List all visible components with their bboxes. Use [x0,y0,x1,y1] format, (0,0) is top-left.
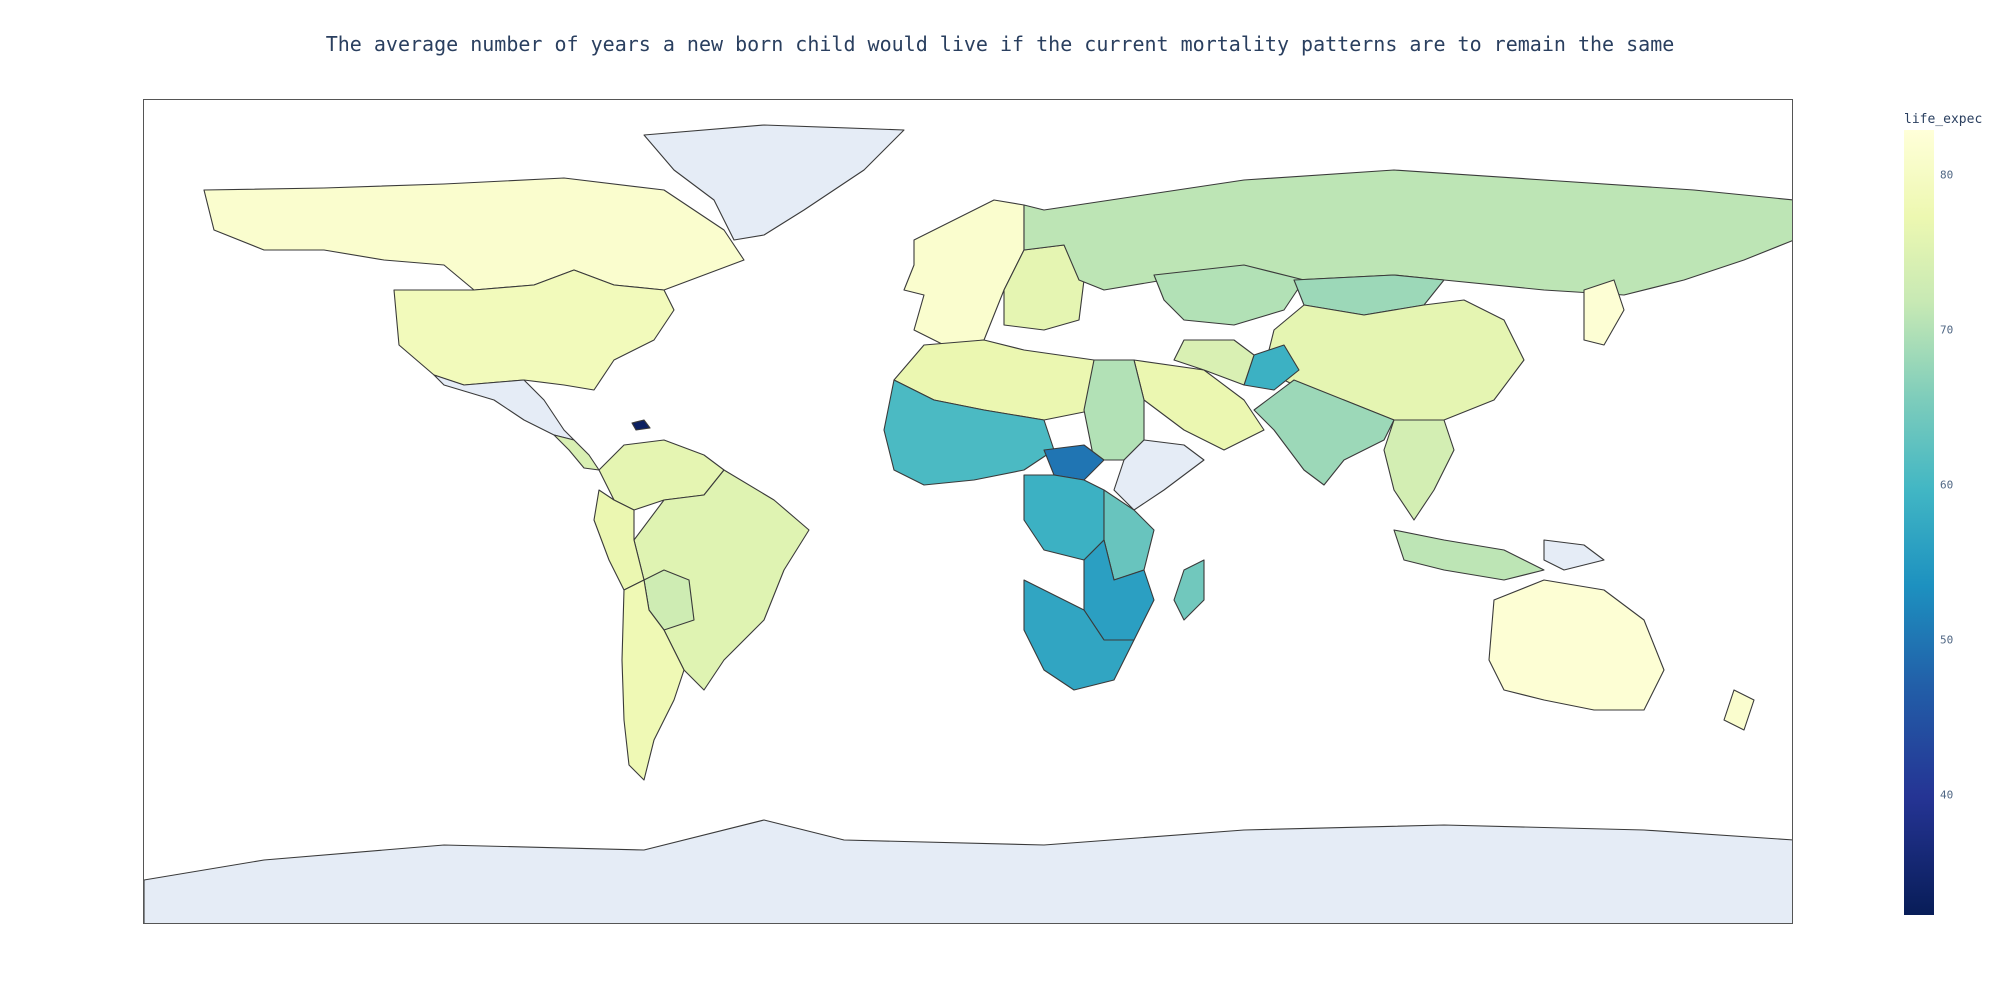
region-central-america[interactable] [553,434,600,471]
colorbar-tick-70: 70 [1940,323,1954,337]
colorbar-title: life_expec [1904,112,1983,127]
region-india[interactable] [1253,379,1395,486]
region-egypt-sudan[interactable] [1083,359,1145,461]
region-new-zealand[interactable] [1723,689,1755,731]
region-antarctica[interactable] [144,819,1793,924]
colorbar-tick-40: 40 [1940,788,1954,802]
region-kazakhstan[interactable] [1153,264,1305,326]
colorbar [1904,130,1934,915]
region-southern-africa[interactable] [1023,579,1135,691]
region-canada[interactable] [203,177,745,291]
choropleth-svg [144,124,1793,924]
world-map[interactable] [143,99,1793,924]
colorbar-tick-80: 80 [1940,168,1954,182]
region-indonesia[interactable] [1393,529,1545,581]
map-title: The average number of years a new born c… [325,32,1675,56]
region-middle-east[interactable] [1133,359,1265,451]
colorbar-tick-60: 60 [1940,478,1954,492]
region-somalia-ethiopia[interactable] [1113,439,1205,511]
region-argentina-chile[interactable] [621,579,685,781]
colorbar-tick-50: 50 [1940,633,1954,647]
region-japan[interactable] [1583,279,1625,346]
region-papua-new-guinea[interactable] [1543,539,1605,571]
region-iraq-iran[interactable] [1173,339,1255,386]
region-madagascar[interactable] [1173,559,1205,621]
region-congo[interactable] [1023,474,1105,561]
region-mexico[interactable] [433,374,575,441]
region-usa[interactable] [393,269,675,391]
region-west-africa[interactable] [883,379,1055,486]
region-central-african-republic[interactable] [1043,444,1105,481]
region-greenland[interactable] [643,124,905,241]
region-southeast-asia[interactable] [1383,419,1455,521]
region-australia[interactable] [1488,579,1665,711]
region-haiti[interactable] [631,419,651,431]
